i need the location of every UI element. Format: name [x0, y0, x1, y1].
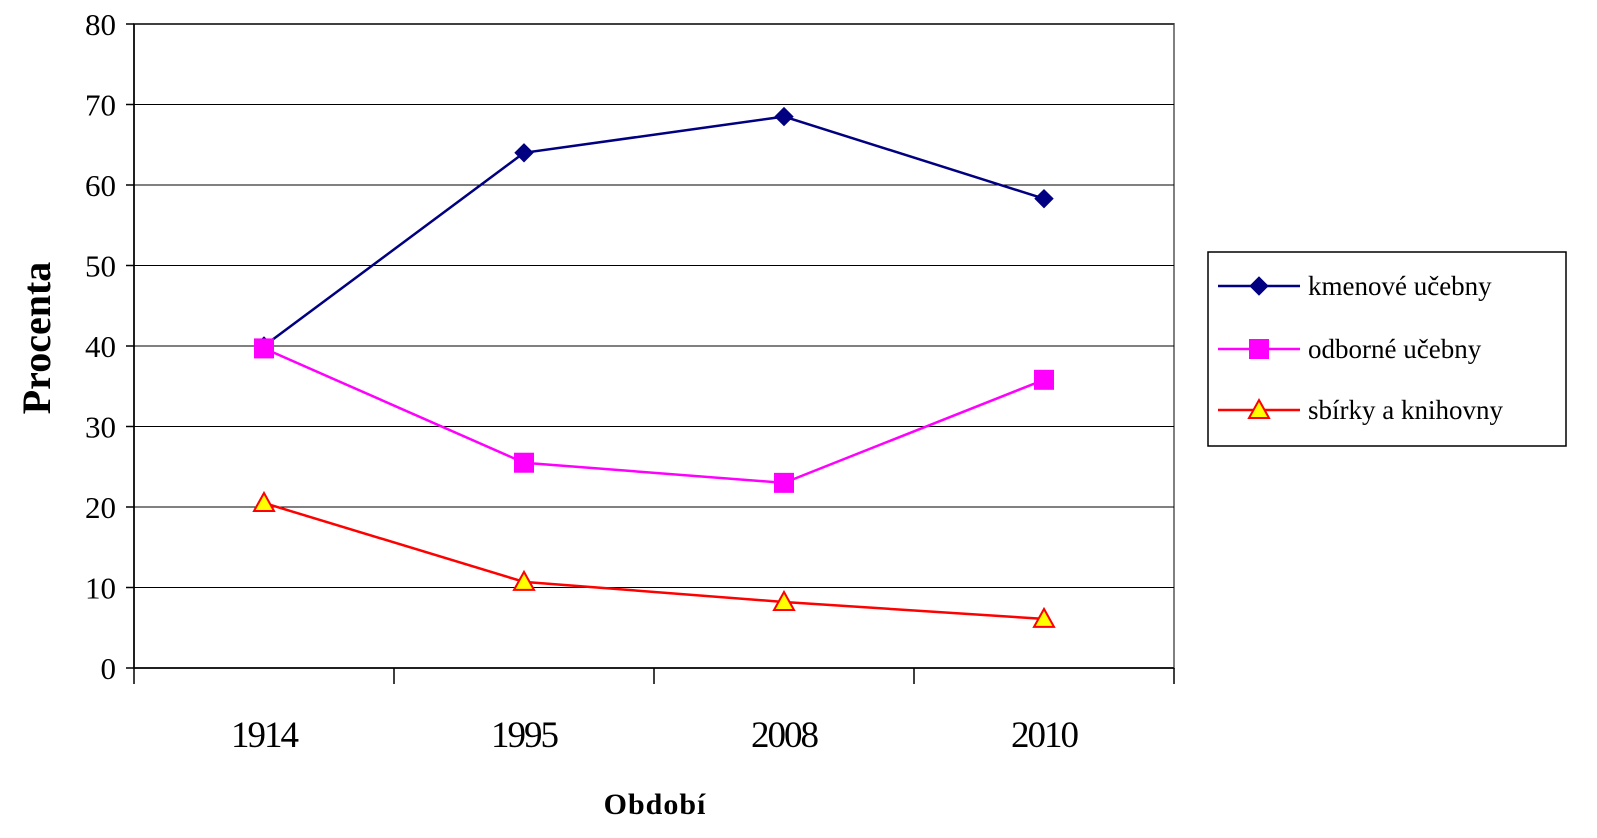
x-axis-title: Období: [604, 788, 707, 821]
x-tick-label: 1995: [491, 715, 559, 756]
legend-label: sbírky a knihovny: [1308, 395, 1503, 425]
legend-label: odborné učebny: [1308, 334, 1482, 364]
data-point: [772, 589, 796, 611]
data-point: [514, 143, 534, 163]
x-tick-label: 1914: [231, 715, 299, 756]
y-tick-label: 30: [85, 410, 116, 445]
data-point: [774, 106, 794, 127]
x-tick-label: 2008: [751, 715, 819, 756]
series-line: [263, 501, 1045, 621]
y-tick-label: 50: [85, 249, 116, 284]
y-tick-label: 70: [85, 88, 116, 123]
data-point: [252, 490, 276, 512]
data-point: [1034, 188, 1054, 209]
legend-marker: [1249, 339, 1269, 359]
series-3: [252, 490, 1056, 628]
legend-item: odborné učebny: [1218, 334, 1482, 364]
series-2: [254, 338, 1054, 493]
data-point: [774, 472, 794, 493]
y-tick-label: 40: [85, 329, 116, 364]
tick-labels: 0 10 20 30 40 50 60 70 80 1914 1995 2008 2010: [85, 7, 1081, 756]
legend-marker: [1249, 276, 1269, 296]
y-tick-label: 20: [85, 490, 116, 525]
series-line: [263, 115, 1045, 348]
y-tick-label: 10: [85, 571, 116, 606]
y-tick-label: 0: [101, 651, 117, 686]
data-point: [1032, 606, 1056, 628]
legend-item: sbírky a knihovny: [1218, 395, 1503, 425]
legend: kmenové učebny odborné učebny sbírky a kni…: [1207, 251, 1567, 447]
data-point: [1034, 369, 1054, 390]
legend-marker: [1247, 397, 1271, 419]
y-axis-title: Procenta: [14, 262, 59, 415]
series-lines: [252, 106, 1056, 628]
legend-item: kmenové učebny: [1218, 271, 1492, 301]
data-point: [254, 338, 274, 359]
data-point: [514, 452, 534, 473]
legend-label: kmenové učebny: [1308, 271, 1492, 301]
x-tick-label: 2010: [1011, 715, 1079, 756]
y-tick-label: 60: [85, 168, 116, 203]
y-tick-label: 80: [85, 7, 116, 42]
axes: [126, 23, 1175, 684]
series-line: [263, 347, 1045, 485]
data-point: [512, 569, 536, 591]
